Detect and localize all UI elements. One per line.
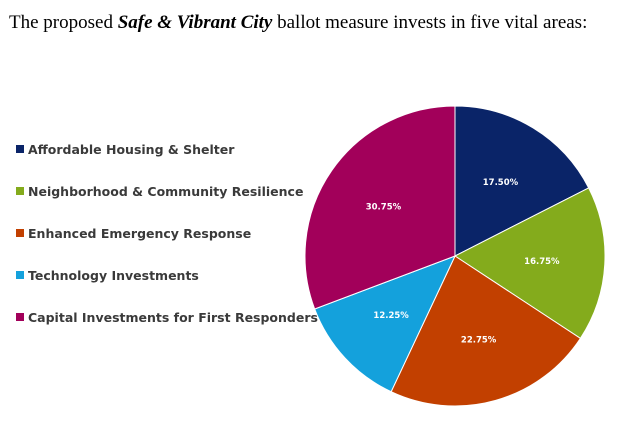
legend-item-technology-investments: Technology Investments xyxy=(16,267,318,283)
slice-data-label: 17.50% xyxy=(483,178,519,188)
slice-data-label: 30.75% xyxy=(366,203,402,213)
page-headline: The proposed Safe & Vibrant City ballot … xyxy=(9,12,587,34)
pie-slice-capital-investments-for-first-responders xyxy=(304,105,456,310)
legend-swatch xyxy=(16,145,24,153)
legend-item-neighborhood-and-community-resilience: Neighborhood & Community Resilience xyxy=(16,183,318,199)
slice-data-label: 16.75% xyxy=(524,257,560,267)
pie-chart: 17.50% 16.75% 22.75% 12.25% 30.75% xyxy=(304,105,606,407)
legend-swatch xyxy=(16,187,24,195)
headline-suffix: ballot measure invests in five vital are… xyxy=(277,12,588,33)
pie-slice-technology-investments xyxy=(314,255,456,393)
slice-data-label: 12.25% xyxy=(373,311,409,321)
legend-label: Technology Investments xyxy=(28,267,199,283)
legend-label: Capital Investments for First Responders xyxy=(28,309,318,325)
legend-item-capital-investments-for-first-responders: Capital Investments for First Responders xyxy=(16,309,318,325)
chart-legend: Affordable Housing & Shelter Neighborhood… xyxy=(16,141,318,351)
headline-prefix: The proposed xyxy=(9,12,113,33)
legend-label: Enhanced Emergency Response xyxy=(28,225,252,241)
legend-swatch xyxy=(16,229,24,237)
pie-slice-affordable-housing-and-shelter xyxy=(454,105,590,257)
ballot-measure-name: Safe & Vibrant City xyxy=(117,12,273,33)
pie-slice-enhanced-emergency-response xyxy=(390,255,582,407)
legend-item-enhanced-emergency-response: Enhanced Emergency Response xyxy=(16,225,318,241)
legend-label: Affordable Housing & Shelter xyxy=(28,141,235,157)
legend-swatch xyxy=(16,313,24,321)
legend-label: Neighborhood & Community Resilience xyxy=(28,183,304,199)
legend-swatch xyxy=(16,271,24,279)
slice-data-label: 22.75% xyxy=(461,336,497,346)
pie-slice-neighborhood-and-community-resilience xyxy=(454,187,606,340)
legend-item-affordable-housing-and-shelter: Affordable Housing & Shelter xyxy=(16,141,318,157)
